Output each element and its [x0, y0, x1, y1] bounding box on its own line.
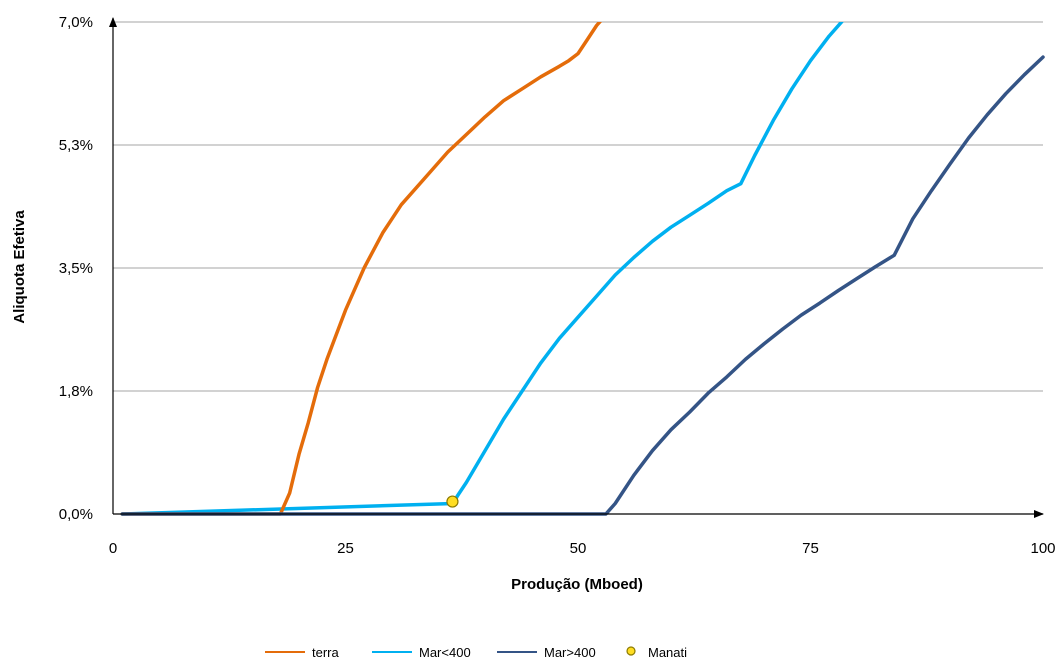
- legend-swatch: [626, 646, 636, 656]
- axes: [109, 17, 1044, 518]
- x-tick-label: 0: [109, 540, 117, 557]
- x-axis-title: Produção (Mboed): [511, 576, 643, 593]
- x-tick-label: 75: [802, 540, 819, 557]
- y-tick-label: 5,3%: [59, 137, 93, 154]
- x-axis-arrow: [1034, 510, 1044, 518]
- series-line-terra: [120, 22, 603, 516]
- legend-label: Mar<400: [419, 645, 471, 660]
- legend-label: Mar>400: [544, 645, 596, 660]
- legend-label: Manati: [648, 645, 687, 660]
- y-tick-label: 0,0%: [59, 506, 93, 523]
- y-tick-label: 1,8%: [59, 383, 93, 400]
- series-line-mar-400: [120, 55, 1045, 516]
- y-tick-label: 3,5%: [59, 260, 93, 277]
- data-markers: [446, 495, 459, 508]
- y-tick-labels: 0,0% 1,8% 3,5% 5,3% 7,0%: [59, 14, 93, 523]
- marker-manati: [446, 495, 459, 508]
- series-lines: [120, 22, 1045, 516]
- x-tick-label: 100: [1030, 540, 1055, 557]
- legend-label: terra: [312, 645, 340, 660]
- series-line-mar-400: [120, 22, 844, 516]
- x-tick-labels: 0 25 50 75 100: [109, 540, 1056, 557]
- y-tick-label: 7,0%: [59, 14, 93, 31]
- y-axis-arrow: [109, 17, 117, 27]
- y-axis-title: Aliquota Efetiva: [11, 210, 28, 324]
- x-tick-label: 25: [337, 540, 354, 557]
- legend: terra Mar<400 Mar>400 Manati: [265, 645, 687, 660]
- x-tick-label: 50: [570, 540, 587, 557]
- gridlines: [113, 21, 1043, 392]
